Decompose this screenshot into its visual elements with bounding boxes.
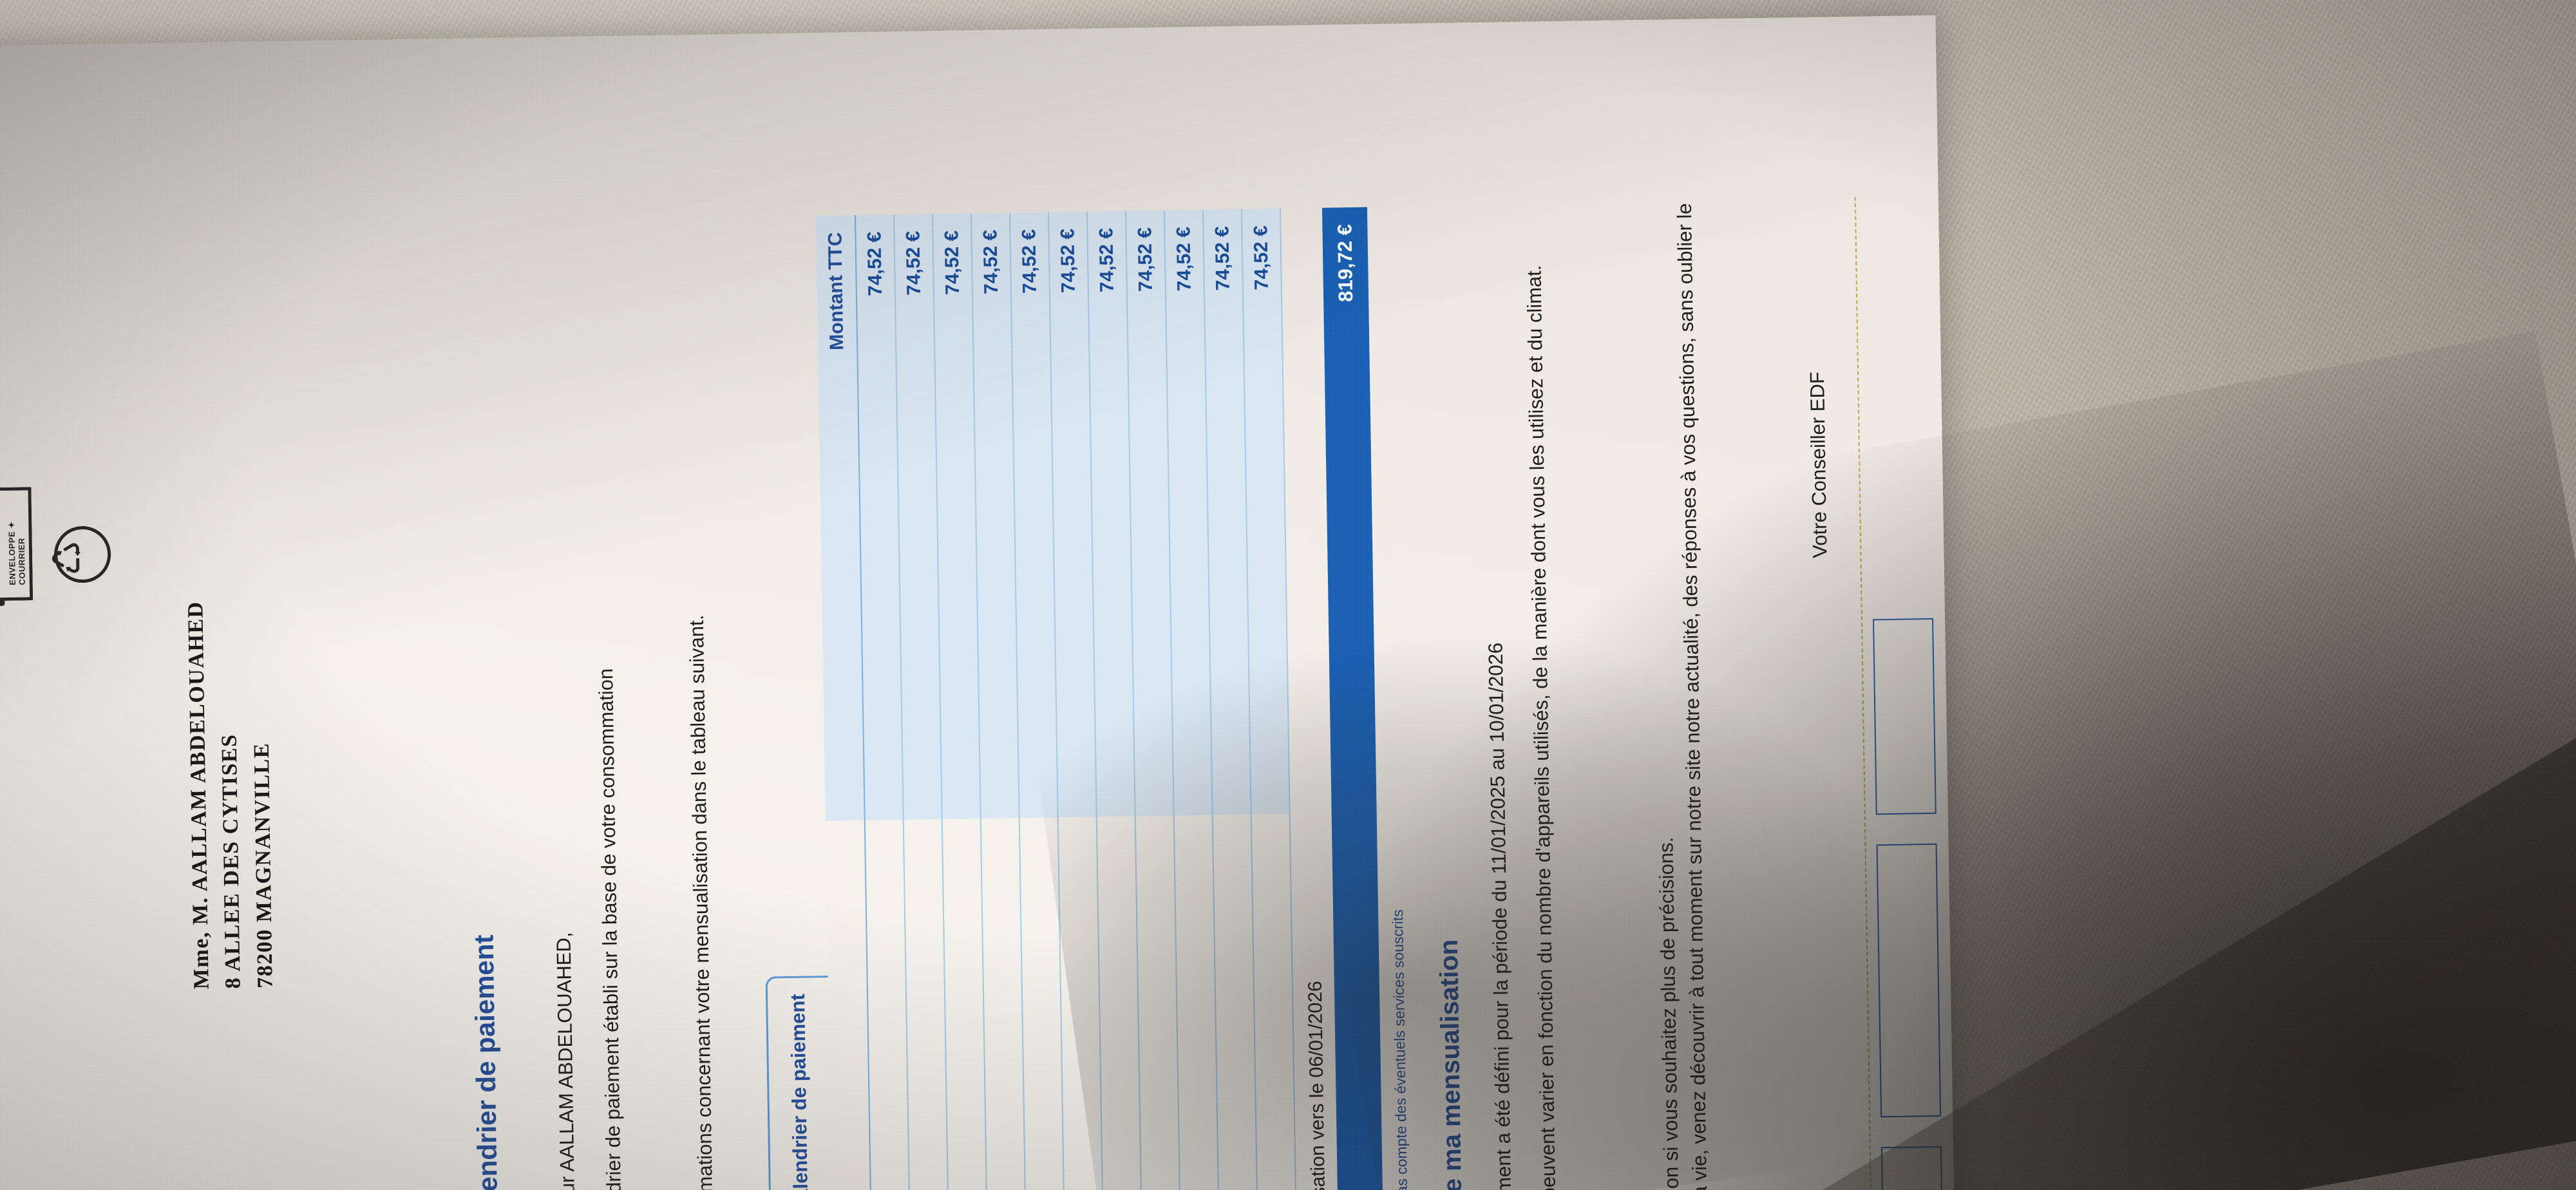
envelope-courrier-stamp-icon: ENVELOPPE ✦ COURRIER bbox=[0, 470, 111, 607]
letter-greeting: Bonjour Madame, Monsieur AALLAM ABDELOUA… bbox=[552, 932, 583, 1190]
payment-schedule-body: Le 06/02/202574,52 €Le 10/03/202574,52 €… bbox=[855, 208, 1300, 1190]
coupon-box-middle bbox=[1876, 843, 1942, 1118]
closing-text: Je reste à votre disposition si vous sou… bbox=[1642, 193, 1747, 1190]
calendar-footnote: NB : Ces montants ne tiennent pas compte… bbox=[1389, 909, 1414, 1190]
payment-calendar-header: 25 Votre nouveau calendrier de paiement bbox=[765, 975, 835, 1190]
address-line-1: Mme, M. AALLAM ABDELOUAHED bbox=[184, 601, 214, 990]
recipient-address-block: Mme, M. AALLAM ABDELOUAHED 8 ALLEE DES C… bbox=[180, 600, 281, 990]
section-title-mensualisation: Mieux comprendre ma mensualisation bbox=[1434, 939, 1471, 1190]
total-value: 819,72 € bbox=[1333, 223, 1358, 303]
letter-paragraph-1: Voici votre nouveau calendrier de paieme… bbox=[594, 668, 629, 1190]
stamp-label: ENVELOPPE ✦ COURRIER bbox=[6, 521, 27, 585]
mensualisation-bullet-list: Ce calendrier de paiement a été défini p… bbox=[1475, 195, 1583, 1190]
payment-schedule-table: Prélèvement Montant TTC Le 06/02/202574,… bbox=[815, 208, 1341, 1190]
payment-calendar-card: 25 Votre nouveau calendrier de paiement … bbox=[753, 207, 1387, 1190]
letter-sheet: 20241227_025051_00001_HP0_PAR012_212 edf… bbox=[0, 15, 1961, 1190]
edf-letter-page: 20241227_025051_00001_HP0_PAR012_212 edf… bbox=[0, 15, 1961, 1190]
envelope-icon bbox=[0, 488, 5, 607]
recycle-icon bbox=[53, 525, 111, 583]
letter-paragraph-2: Retrouvez toutes les informations concer… bbox=[685, 614, 721, 1190]
coupon-box-left bbox=[1880, 1146, 1946, 1190]
bullet-item-1: Ce calendrier de paiement a été défini p… bbox=[1475, 196, 1522, 1190]
signature-text: Votre Conseiller EDF bbox=[1805, 371, 1832, 558]
detachable-coupon-area bbox=[1854, 195, 1953, 1190]
address-line-3: 78200 MAGNANVILLE bbox=[249, 742, 278, 988]
payment-calendar-title: Votre nouveau calendrier de paiement bbox=[786, 994, 815, 1190]
bullet-item-2: Vos consommations peuvent varier en fonc… bbox=[1519, 195, 1566, 1190]
coupon-box-right bbox=[1873, 618, 1937, 815]
page-title: Votre nouveau calendrier de paiement bbox=[468, 934, 507, 1190]
